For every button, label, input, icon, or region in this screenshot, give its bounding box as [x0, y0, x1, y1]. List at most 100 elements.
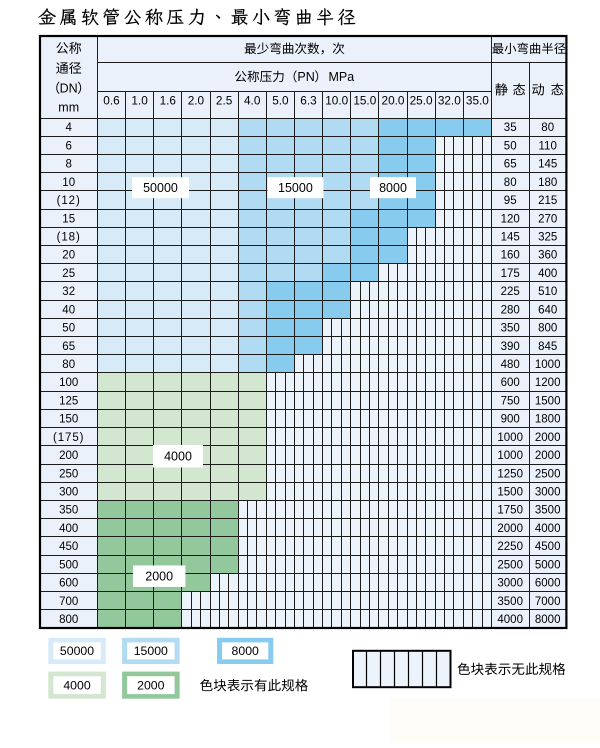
svg-text:800: 800: [59, 614, 78, 626]
svg-text:20.0: 20.0: [382, 94, 405, 108]
svg-text:120: 120: [501, 213, 520, 225]
svg-text:6: 6: [65, 140, 71, 152]
svg-text:15.0: 15.0: [353, 94, 376, 108]
svg-text:35: 35: [504, 122, 517, 134]
svg-text:50: 50: [62, 323, 75, 335]
svg-text:1.6: 1.6: [160, 94, 177, 108]
svg-text:80: 80: [62, 359, 75, 371]
svg-text:5000: 5000: [535, 559, 561, 571]
svg-text:MPa: MPa: [329, 70, 355, 84]
svg-text:180: 180: [538, 177, 557, 189]
svg-text:3000: 3000: [497, 578, 523, 590]
svg-text:1500: 1500: [497, 487, 523, 499]
svg-text:100: 100: [59, 377, 78, 389]
svg-text:65: 65: [62, 341, 75, 353]
svg-text:5.0: 5.0: [272, 94, 289, 108]
svg-text:700: 700: [59, 596, 78, 608]
svg-text:270: 270: [538, 213, 557, 225]
svg-text:6.3: 6.3: [300, 94, 317, 108]
svg-text:8: 8: [65, 159, 71, 171]
svg-text:(175): (175): [53, 432, 84, 444]
svg-text:35.0: 35.0: [466, 94, 489, 108]
svg-text:80: 80: [541, 122, 554, 134]
svg-text:10: 10: [62, 177, 75, 189]
svg-text:510: 510: [538, 286, 557, 298]
svg-text:32.0: 32.0: [438, 94, 461, 108]
svg-text:215: 215: [538, 195, 557, 207]
svg-text:3500: 3500: [535, 505, 561, 517]
svg-text:25: 25: [62, 268, 75, 280]
svg-text:1000: 1000: [497, 450, 523, 462]
svg-text:600: 600: [501, 377, 520, 389]
svg-text:2500: 2500: [497, 559, 523, 571]
svg-text:3000: 3000: [535, 487, 561, 499]
svg-text:4000: 4000: [63, 678, 91, 692]
svg-text:15000: 15000: [134, 644, 168, 658]
svg-text:160: 160: [501, 250, 520, 262]
svg-text:2000: 2000: [145, 570, 173, 584]
svg-text:4500: 4500: [535, 541, 561, 553]
svg-text:10.0: 10.0: [325, 94, 348, 108]
svg-text:0.6: 0.6: [103, 94, 120, 108]
svg-text:480: 480: [501, 359, 520, 371]
svg-text:400: 400: [538, 268, 557, 280]
svg-text:250: 250: [59, 468, 78, 480]
svg-text:8000: 8000: [379, 181, 407, 195]
svg-text:2500: 2500: [535, 468, 561, 480]
svg-text:280: 280: [501, 304, 520, 316]
svg-text:2000: 2000: [535, 432, 561, 444]
svg-text:500: 500: [59, 559, 78, 571]
svg-text:2.0: 2.0: [188, 94, 205, 108]
svg-text:(12): (12): [57, 195, 81, 207]
svg-text:4.0: 4.0: [244, 94, 261, 108]
svg-text:400: 400: [59, 523, 78, 535]
svg-text:DN: DN: [60, 81, 78, 95]
svg-text:390: 390: [501, 341, 520, 353]
svg-text:360: 360: [538, 250, 557, 262]
svg-text:mm: mm: [58, 101, 79, 115]
svg-text:2000: 2000: [137, 678, 165, 692]
svg-text:20: 20: [62, 250, 75, 262]
svg-text:50000: 50000: [143, 181, 178, 195]
svg-text:50: 50: [504, 140, 517, 152]
svg-text:350: 350: [501, 323, 520, 335]
svg-text:8000: 8000: [535, 614, 561, 626]
svg-text:4: 4: [65, 122, 72, 134]
svg-text:1500: 1500: [535, 395, 561, 407]
svg-text:175: 175: [501, 268, 520, 280]
svg-text:125: 125: [59, 395, 78, 407]
svg-text:1200: 1200: [535, 377, 561, 389]
svg-text:145: 145: [538, 159, 557, 171]
svg-text:450: 450: [59, 541, 78, 553]
svg-text:200: 200: [59, 450, 78, 462]
svg-text:2000: 2000: [535, 450, 561, 462]
svg-text:25.0: 25.0: [410, 94, 433, 108]
svg-text:750: 750: [501, 395, 520, 407]
svg-text:4000: 4000: [497, 614, 523, 626]
svg-text:80: 80: [504, 177, 517, 189]
svg-text:95: 95: [504, 195, 517, 207]
svg-text:7000: 7000: [535, 596, 561, 608]
svg-text:15000: 15000: [278, 181, 313, 195]
svg-text:50000: 50000: [60, 644, 94, 658]
svg-text:900: 900: [501, 414, 520, 426]
svg-text:2250: 2250: [497, 541, 523, 553]
svg-text:4000: 4000: [164, 450, 192, 464]
svg-text:(18): (18): [57, 232, 81, 244]
svg-text:4000: 4000: [535, 523, 561, 535]
svg-text:150: 150: [59, 414, 78, 426]
svg-text:300: 300: [59, 487, 78, 499]
svg-text:2.5: 2.5: [216, 94, 233, 108]
svg-text:65: 65: [504, 159, 517, 171]
svg-text:1750: 1750: [497, 505, 523, 517]
svg-text:1250: 1250: [497, 468, 523, 480]
svg-text:6000: 6000: [535, 578, 561, 590]
svg-text:800: 800: [538, 323, 557, 335]
svg-text:1800: 1800: [535, 414, 561, 426]
svg-text:3500: 3500: [497, 596, 523, 608]
svg-text:1000: 1000: [535, 359, 561, 371]
svg-text:40: 40: [62, 304, 75, 316]
svg-text:PN: PN: [297, 70, 314, 84]
svg-text:225: 225: [501, 286, 520, 298]
svg-text:15: 15: [62, 213, 75, 225]
